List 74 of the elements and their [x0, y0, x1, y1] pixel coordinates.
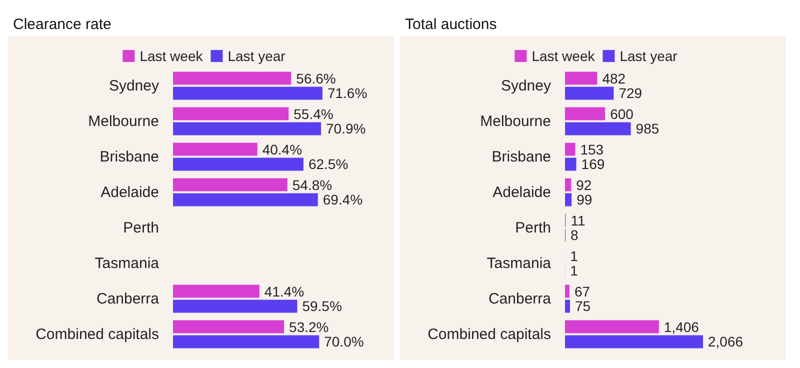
legend-label: Last week [532, 48, 596, 64]
data-label: 482 [602, 70, 626, 86]
data-label: 92 [576, 176, 592, 193]
data-label: 67 [574, 283, 590, 300]
data-label: 729 [618, 85, 642, 102]
y-tick-label: Tasmania [94, 254, 160, 272]
bar [565, 193, 572, 206]
y-tick-label: Adelaide [492, 184, 551, 201]
data-label: 70.9% [326, 120, 366, 137]
y-tick-label: Combined capitals [36, 326, 159, 343]
y-tick-label: Sydney [500, 77, 552, 94]
data-label: 600 [610, 106, 634, 122]
bar [565, 335, 704, 348]
data-label: 54.8% [292, 176, 332, 193]
bar [565, 86, 614, 100]
y-tick-label: Melbourne [88, 112, 159, 130]
bar [565, 122, 631, 136]
bar [565, 158, 576, 171]
bar [173, 300, 298, 313]
bar [173, 142, 258, 156]
chart-title: Clearance rate [13, 16, 112, 33]
data-label: 41.4% [264, 283, 304, 300]
data-label: 8 [570, 227, 579, 244]
y-tick-label: Brisbane [100, 148, 159, 166]
data-label: 99 [576, 192, 592, 208]
y-tick-label: Canberra [96, 290, 160, 308]
data-label: 55.4% [294, 106, 334, 122]
data-label: 69.4% [322, 192, 363, 208]
data-label: 985 [636, 120, 660, 137]
bar [173, 335, 320, 348]
bar [173, 122, 322, 136]
y-tick-label: Perth [515, 219, 551, 236]
data-label: 1,406 [664, 318, 700, 335]
y-tick-label: Tasmania [486, 254, 552, 272]
y-tick-label: Sydney [108, 77, 160, 94]
bar [173, 320, 284, 334]
data-label: 59.5% [302, 298, 342, 314]
data-label: 11 [570, 212, 586, 228]
y-tick-label: Perth [123, 219, 159, 236]
data-label: 53.2% [289, 318, 329, 335]
data-label: 169 [581, 156, 605, 172]
bar [173, 178, 288, 192]
bar [173, 284, 260, 298]
y-tick-label: Canberra [488, 290, 552, 308]
data-label: 2,066 [708, 334, 744, 350]
legend-label: Last week [140, 48, 204, 64]
bar [565, 142, 576, 156]
bar [565, 284, 570, 298]
bar [565, 300, 570, 313]
data-label: 40.4% [262, 141, 302, 158]
bar [565, 72, 598, 85]
data-label: 62.5% [308, 156, 348, 172]
bar [173, 193, 318, 206]
y-tick-label: Adelaide [100, 184, 159, 201]
bar [565, 320, 659, 334]
data-label: 75 [575, 298, 591, 314]
bar [565, 107, 606, 120]
y-tick-label: Melbourne [480, 112, 551, 130]
data-label: 1 [570, 248, 578, 264]
y-tick-label: Brisbane [492, 148, 551, 166]
bar [173, 72, 292, 85]
data-label: 1 [570, 262, 578, 279]
bar [173, 86, 322, 100]
legend-label: Last year [228, 48, 286, 64]
chart-title: Total auctions [405, 16, 497, 33]
data-label: 56.6% [296, 70, 336, 86]
bar [173, 158, 304, 171]
legend-label: Last year [620, 48, 678, 64]
bar [565, 178, 572, 192]
data-label: 70.0% [324, 334, 364, 350]
data-label: 71.6% [327, 85, 368, 102]
y-tick-label: Combined capitals [428, 326, 551, 343]
bar [173, 107, 289, 120]
data-label: 153 [580, 141, 604, 158]
